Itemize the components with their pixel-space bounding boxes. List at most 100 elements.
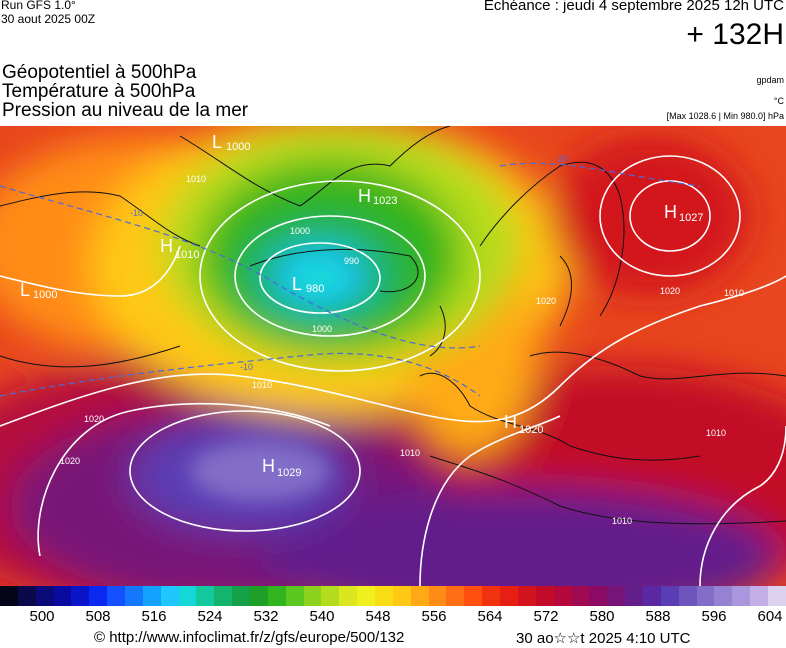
scale-tick-label: 556 xyxy=(421,608,447,625)
isobar-label: 1010 xyxy=(400,448,420,458)
scale-tick-label: 580 xyxy=(589,608,615,625)
scale-swatch xyxy=(160,586,179,606)
scale-swatch xyxy=(178,586,197,606)
center-letter: L xyxy=(212,132,222,152)
isobar-label: 990 xyxy=(344,256,359,266)
scale-swatch xyxy=(767,586,786,606)
scale-swatch xyxy=(428,586,447,606)
forecast-offset: + 132H xyxy=(686,18,784,51)
pressure-min-max: [Max 1028.6 | Min 980.0] hPa xyxy=(666,111,784,121)
footer-url: © http://www.infoclimat.fr/z/gfs/europe/… xyxy=(94,629,405,646)
scale-swatch xyxy=(642,586,661,606)
scale-swatch xyxy=(71,586,90,606)
scale-tick-label: 508 xyxy=(85,608,111,625)
scale-tick-label: 604 xyxy=(757,608,783,625)
scale-swatch xyxy=(375,586,393,606)
scale-swatch xyxy=(625,586,643,606)
scale-tick-label: 500 xyxy=(29,608,55,625)
scale-swatch xyxy=(35,586,54,606)
scale-swatch xyxy=(410,586,429,606)
isobar-label: 1000 xyxy=(312,324,332,334)
scale-swatch xyxy=(553,586,572,606)
coastlines xyxy=(0,126,786,525)
scale-swatch xyxy=(142,586,161,606)
scale-swatch xyxy=(125,586,143,606)
center-low: L 980 xyxy=(292,274,324,295)
temperature-label: -20 xyxy=(555,154,568,164)
scale-tick-label: 588 xyxy=(645,608,671,625)
center-value: 980 xyxy=(306,283,324,295)
scale-swatch xyxy=(250,586,268,606)
center-letter: H xyxy=(358,186,371,206)
scale-swatch xyxy=(607,586,626,606)
scale-swatch xyxy=(696,586,715,606)
center-value: 1029 xyxy=(277,467,301,479)
scale-swatch xyxy=(196,586,215,606)
scale-swatch xyxy=(589,586,608,606)
scale-swatch xyxy=(357,586,376,606)
scale-swatch xyxy=(0,586,18,606)
scale-tick-label: 572 xyxy=(533,608,559,625)
forecast-time: Echéance : jeudi 4 septembre 2025 12h UT… xyxy=(483,0,784,14)
scale-swatch xyxy=(714,586,733,606)
scale-swatch xyxy=(571,586,590,606)
color-scale-bar xyxy=(0,586,786,606)
scale-tick-label: 596 xyxy=(701,608,727,625)
title-geopotential: Géopotentiel à 500hPa xyxy=(2,62,197,83)
isobar-label: 1020 xyxy=(84,414,104,424)
center-value: 1023 xyxy=(373,195,397,207)
unit-gpdam: gpdam xyxy=(756,75,784,85)
isotherms xyxy=(0,162,701,397)
scale-tick-label: 540 xyxy=(309,608,335,625)
center-high: H 1027 xyxy=(664,202,703,224)
scale-swatch xyxy=(660,586,679,606)
center-high: H 1010 xyxy=(160,236,199,261)
scale-swatch xyxy=(339,586,358,606)
center-value: 1000 xyxy=(33,289,57,301)
center-letter: L xyxy=(292,274,302,294)
title-sea-level-pressure: Pression au niveau de la mer xyxy=(2,100,249,121)
isobar-label: 1010 xyxy=(252,380,272,390)
title-temperature: Température à 500hPa xyxy=(2,81,196,102)
scale-swatch xyxy=(482,586,501,606)
center-letter: H xyxy=(160,236,173,256)
scale-swatch xyxy=(750,586,768,606)
scale-swatch xyxy=(267,586,286,606)
center-high: H 1023 xyxy=(358,186,397,207)
scale-tick-label: 516 xyxy=(141,608,167,625)
scale-swatch xyxy=(392,586,411,606)
scale-swatch xyxy=(89,586,108,606)
center-letter: H xyxy=(664,202,677,222)
scale-swatch xyxy=(303,586,322,606)
center-high: H 1020 xyxy=(504,412,543,436)
pressure-centers: L 1000 H 1023 H 1010 L 1000 L 980 H 1027… xyxy=(20,132,703,479)
scale-swatch xyxy=(678,586,697,606)
scale-swatch xyxy=(53,586,72,606)
center-low: L 1000 xyxy=(212,132,250,153)
center-letter: H xyxy=(504,412,517,432)
scale-swatch xyxy=(446,586,465,606)
center-low: L 1000 xyxy=(20,280,57,301)
scale-swatch xyxy=(321,586,340,606)
isobar-label: 1010 xyxy=(724,288,744,298)
scale-swatch xyxy=(285,586,304,606)
scale-swatch xyxy=(214,586,233,606)
scale-swatch xyxy=(17,586,36,606)
temperature-label: -10 xyxy=(130,208,143,218)
scale-tick-label: 524 xyxy=(197,608,223,625)
center-value: 1010 xyxy=(175,249,199,261)
center-letter: H xyxy=(262,456,275,476)
scale-swatch xyxy=(464,586,483,606)
center-value: 1027 xyxy=(679,212,703,224)
isobar-label: 1010 xyxy=(186,174,206,184)
center-value: 1000 xyxy=(226,141,250,153)
scale-swatch xyxy=(517,586,536,606)
scale-swatch xyxy=(107,586,126,606)
geopotential-field xyxy=(0,126,786,586)
unit-celsius: °C xyxy=(773,96,784,106)
scale-swatch xyxy=(500,586,518,606)
footer-date: 30 ao☆☆t 2025 4:10 UTC xyxy=(516,630,691,647)
temperature-label: -10 xyxy=(240,362,253,372)
isobars xyxy=(0,155,786,586)
scale-swatch xyxy=(732,586,751,606)
